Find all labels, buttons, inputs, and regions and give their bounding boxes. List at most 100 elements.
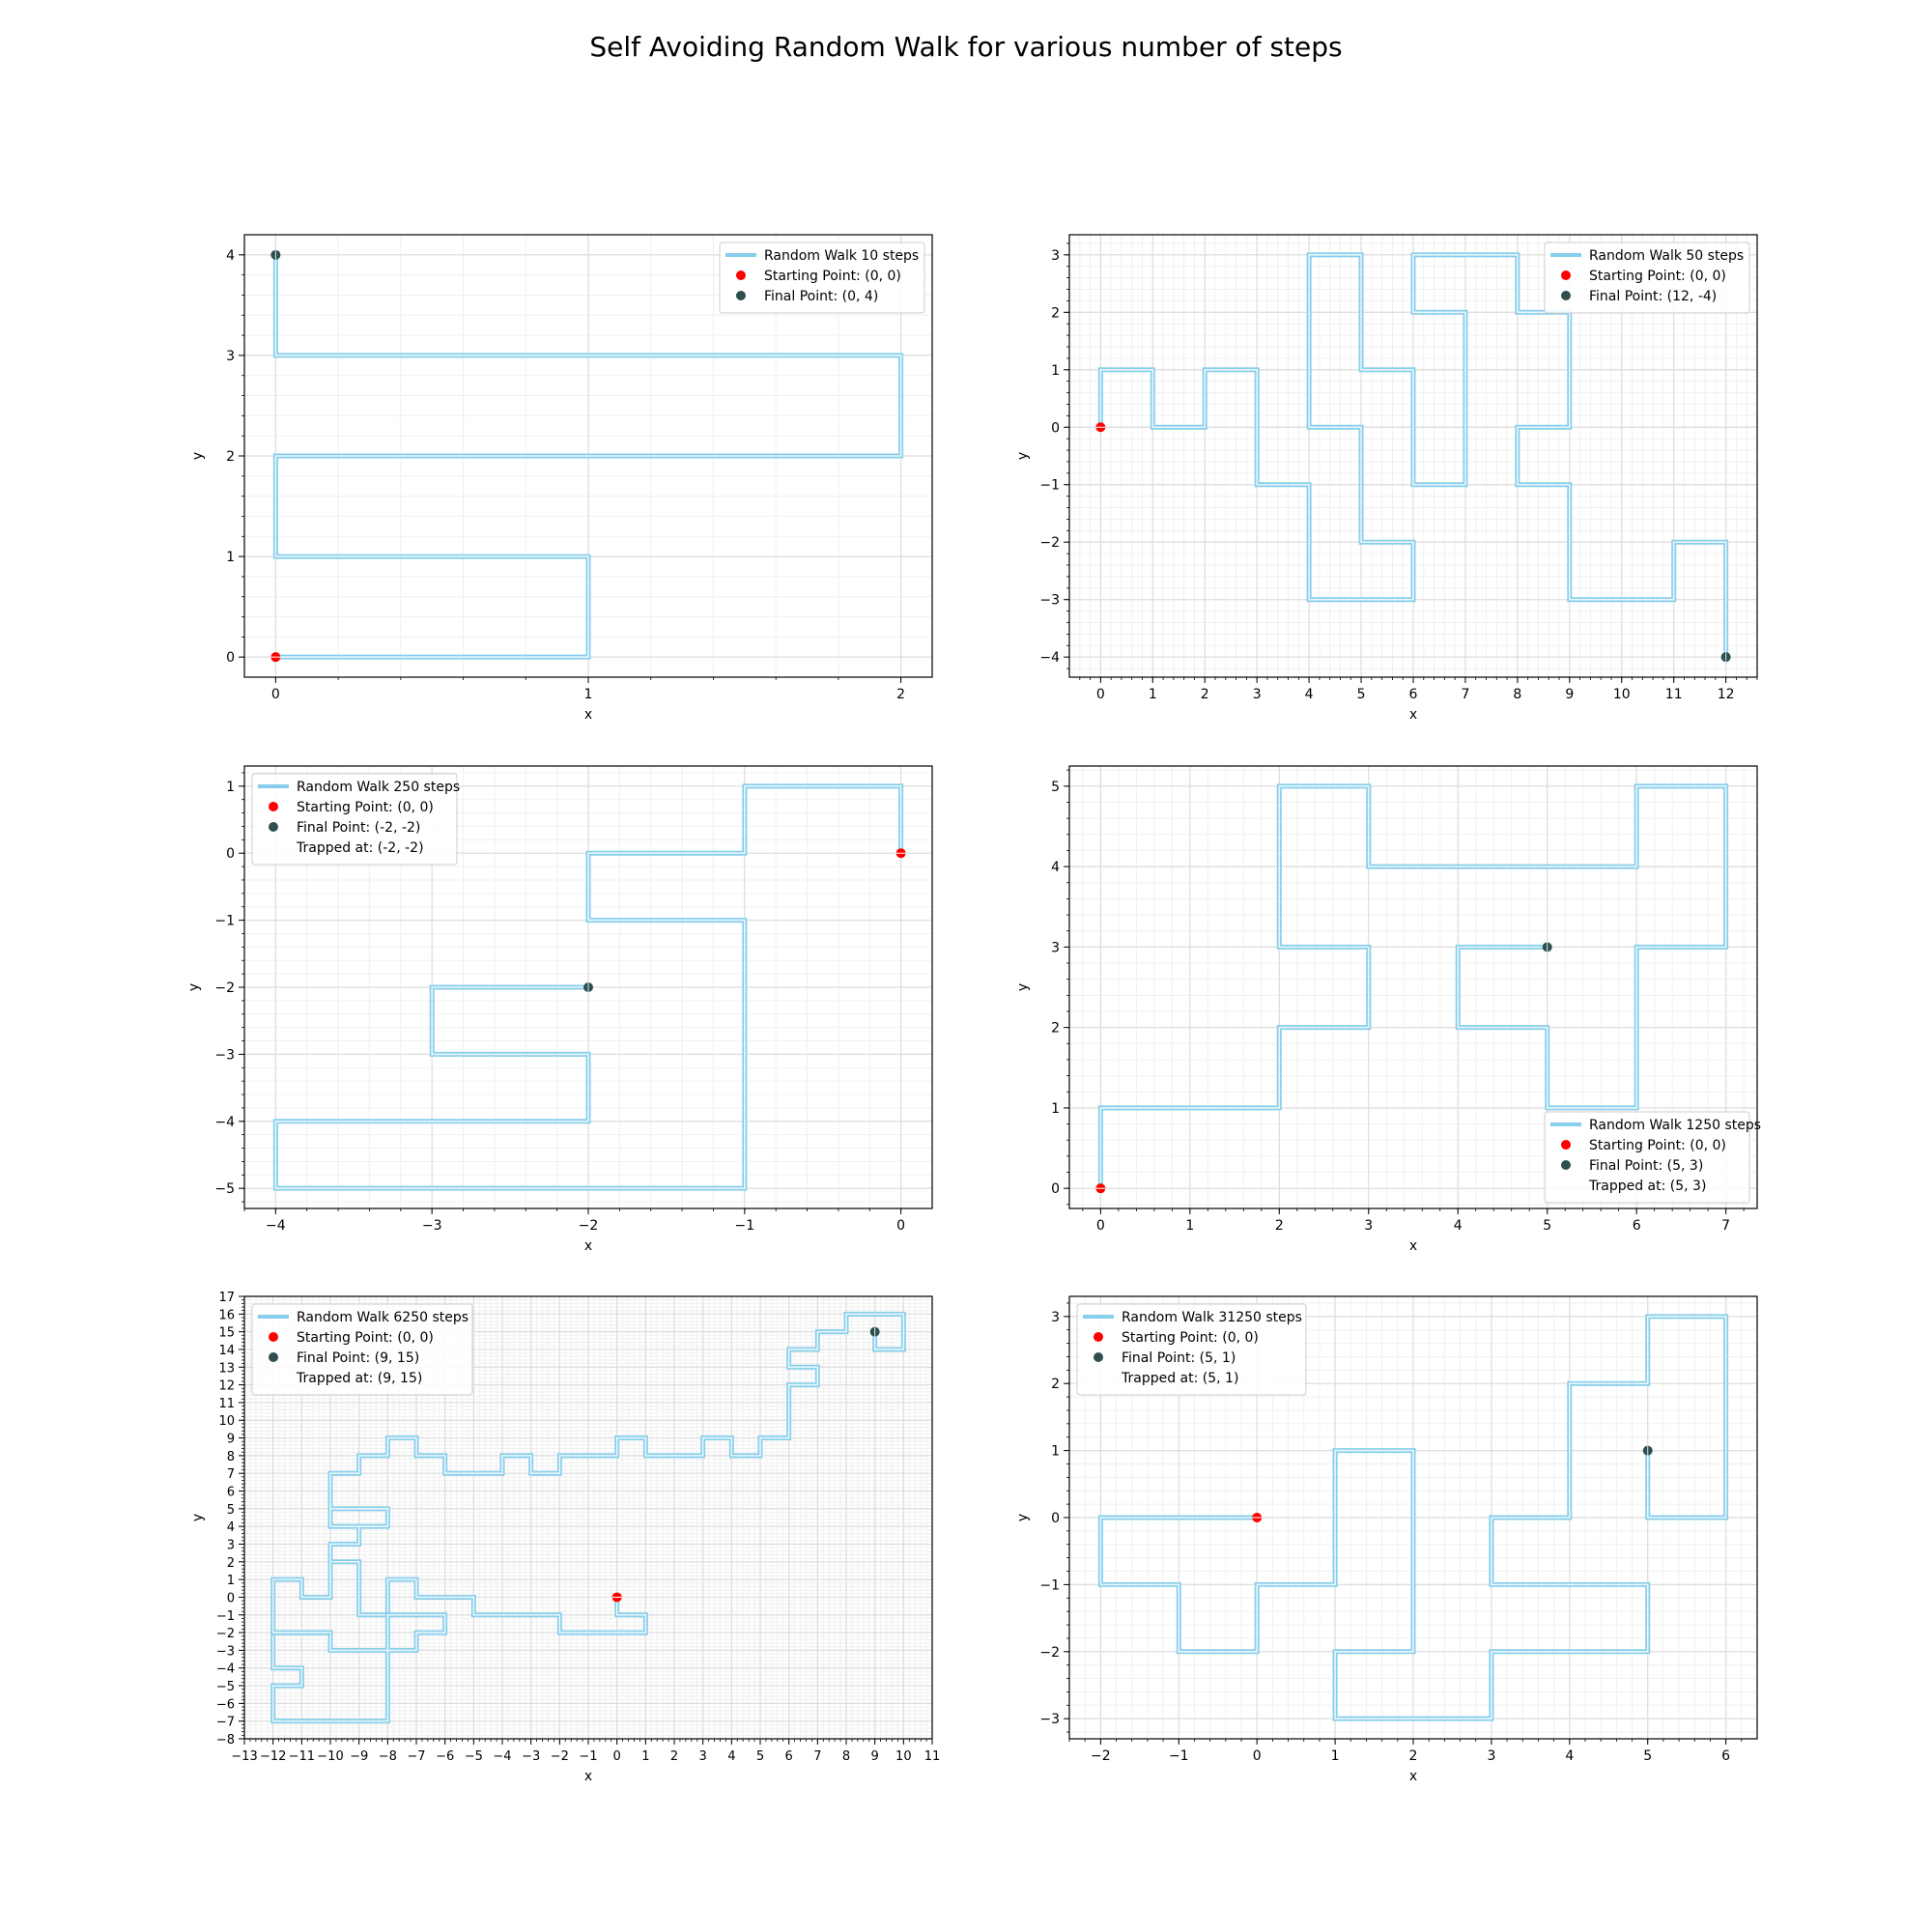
legend-label: Starting Point: (0, 0) — [1589, 1138, 1726, 1153]
x-tick-label: 7 — [1461, 687, 1469, 702]
y-tick-label: 3 — [226, 349, 235, 364]
y-tick-label: 16 — [218, 1308, 235, 1322]
x-axis-label: x — [584, 707, 592, 723]
y-tick-label: −2 — [216, 1627, 235, 1641]
x-tick-label: 10 — [895, 1749, 912, 1764]
legend: Random Walk 31250 steps Starting Point: (… — [1076, 1303, 1307, 1396]
y-tick-label: 13 — [218, 1361, 235, 1376]
x-tick-label: 0 — [896, 1218, 905, 1234]
legend-label: Starting Point: (0, 0) — [1122, 1330, 1259, 1346]
legend-start-swatch — [1561, 1140, 1571, 1150]
x-tick-label: 1 — [1331, 1748, 1340, 1764]
x-axis-label: x — [1409, 1769, 1417, 1784]
x-axis-label: x — [584, 1238, 592, 1254]
legend-box — [251, 1303, 473, 1396]
x-tick-label: 1 — [641, 1749, 649, 1764]
x-tick-label: 10 — [1613, 687, 1631, 702]
y-tick-label: 2 — [227, 1556, 235, 1571]
legend-label: Starting Point: (0, 0) — [297, 1330, 434, 1346]
axes-frame — [1068, 765, 1758, 1209]
axes-frame — [1068, 234, 1758, 678]
x-tick-label: 2 — [1201, 687, 1209, 702]
x-tick-label: −3 — [422, 1218, 442, 1234]
y-tick-label: 4 — [226, 248, 235, 264]
x-tick-label: −5 — [465, 1749, 483, 1764]
y-tick-label: −2 — [1039, 1645, 1060, 1661]
legend-label: Trapped at: (5, 1) — [1121, 1371, 1238, 1386]
legend-start-swatch — [269, 802, 278, 811]
legend: Random Walk 1250 steps Starting Point: (0… — [1544, 1111, 1761, 1204]
x-tick-label: 5 — [1543, 1218, 1551, 1234]
y-tick-label: 2 — [226, 449, 235, 465]
x-tick-label: −13 — [231, 1749, 257, 1764]
axes-frame — [1068, 1295, 1758, 1740]
x-axis-label: x — [1409, 1238, 1417, 1254]
y-tick-label: −1 — [1039, 478, 1060, 494]
x-tick-label: 3 — [1253, 687, 1262, 702]
walk-line-highlight — [271, 1613, 446, 1722]
legend: Random Walk 50 steps Starting Point: (0, … — [1544, 242, 1750, 314]
legend-label: Starting Point: (0, 0) — [1589, 269, 1726, 284]
x-tick-label: 0 — [271, 687, 280, 702]
legend-label: Final Point: (5, 1) — [1122, 1350, 1236, 1366]
x-tick-label: 1 — [1149, 687, 1157, 702]
y-tick-label: 0 — [226, 846, 235, 862]
x-tick-label: 0 — [1253, 1748, 1262, 1764]
y-axis-label: y — [186, 983, 202, 991]
y-tick-label: −3 — [214, 1047, 235, 1063]
y-tick-label: 4 — [1051, 860, 1060, 875]
x-tick-label: 12 — [1718, 687, 1735, 702]
x-tick-label: −2 — [579, 1218, 599, 1234]
legend: Random Walk 250 steps Starting Point: (0,… — [251, 773, 460, 866]
legend-start-swatch — [736, 270, 746, 280]
x-tick-label: 9 — [871, 1749, 879, 1764]
y-tick-label: −2 — [1039, 535, 1060, 551]
y-tick-label: 3 — [1051, 248, 1060, 264]
walk-series — [1097, 783, 1729, 1189]
y-tick-label: 8 — [227, 1450, 235, 1464]
x-tick-label: 5 — [1357, 687, 1366, 702]
y-tick-label: 3 — [1051, 940, 1060, 955]
y-tick-label: −3 — [1039, 1712, 1060, 1727]
walk-series — [1097, 252, 1729, 658]
legend-start-swatch — [1094, 1332, 1103, 1342]
y-axis-label: y — [1015, 452, 1031, 460]
x-tick-label: 0 — [613, 1749, 621, 1764]
y-tick-label: −4 — [216, 1662, 235, 1677]
y-tick-label: 1 — [226, 780, 235, 795]
x-tick-label: 8 — [1513, 687, 1521, 702]
x-tick-label: 8 — [842, 1749, 850, 1764]
x-tick-label: 1 — [584, 687, 593, 702]
y-axis-label: y — [190, 452, 206, 460]
y-tick-label: 11 — [218, 1397, 235, 1411]
legend-start-swatch — [1561, 270, 1571, 280]
y-tick-label: 3 — [227, 1538, 235, 1552]
y-tick-label: −8 — [216, 1733, 235, 1747]
x-axis-label: x — [584, 1769, 592, 1784]
walk-series — [272, 783, 904, 1191]
x-tick-label: 6 — [1633, 1218, 1641, 1234]
walk-line-highlight — [274, 785, 902, 1189]
walk-line-highlight — [329, 1313, 905, 1634]
x-tick-label: 2 — [1409, 1748, 1418, 1764]
y-tick-label: 7 — [227, 1467, 235, 1482]
y-tick-label: 1 — [1051, 1101, 1060, 1117]
legend-label: Final Point: (5, 3) — [1589, 1158, 1703, 1174]
y-tick-label: −3 — [1039, 593, 1060, 609]
legend-box — [1544, 1111, 1750, 1204]
y-tick-label: 10 — [218, 1414, 235, 1429]
y-axis-label: y — [1015, 983, 1031, 991]
x-tick-label: 1 — [1185, 1218, 1194, 1234]
legend-label: Random Walk 10 steps — [764, 248, 919, 264]
x-tick-label: 5 — [1643, 1748, 1652, 1764]
x-tick-label: 0 — [1096, 687, 1105, 702]
legend-final-swatch — [269, 1352, 278, 1362]
x-tick-label: 3 — [1487, 1748, 1495, 1764]
legend-label: Final Point: (-2, -2) — [297, 820, 420, 836]
walk-line-highlight — [1099, 1316, 1727, 1719]
x-tick-label: 4 — [1454, 1218, 1463, 1234]
x-tick-label: 4 — [727, 1749, 735, 1764]
subplot-5: −13 −12 −11 −10 −9 −8 −7 −6 −5 −4 −3 −2 −1 0 1 2 3 4 5 6 7 8 9… — [190, 1291, 940, 1784]
y-axis-label: y — [1015, 1514, 1031, 1521]
